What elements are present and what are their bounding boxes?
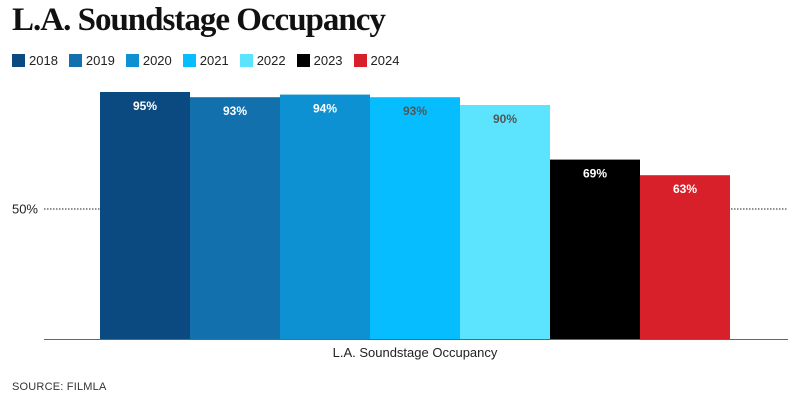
legend-label: 2019 [85,53,115,68]
legend-label: 2023 [313,53,343,68]
source-note: SOURCE: FILMLA [12,381,107,393]
bar-2019[interactable] [190,97,280,339]
legend-item-2019[interactable]: 2019 [68,53,115,68]
legend-swatch [125,54,139,67]
legend-label: 2024 [370,53,400,68]
bar-value-label-2022: 90% [493,112,517,126]
x-category-label: L.A. Soundstage Occupancy [333,345,498,360]
bar-2020[interactable] [280,94,370,339]
y-tick-label: 50% [12,202,38,217]
bar-2024[interactable] [640,175,730,339]
bar-2023[interactable] [550,159,640,339]
bar-value-label-2021: 93% [403,104,427,118]
legend-swatch [296,54,310,67]
legend-item-2020[interactable]: 2020 [125,53,172,68]
legend-item-2022[interactable]: 2022 [239,53,286,68]
bar-value-label-2023: 69% [583,167,607,181]
bar-2022[interactable] [460,105,550,339]
legend-label: 2021 [199,53,229,68]
legend-swatch [353,54,367,67]
legend-label: 2022 [256,53,286,68]
legend-swatch [12,54,25,67]
bar-value-label-2018: 95% [133,99,157,113]
legend-label: 2020 [142,53,172,68]
chart-title: L.A. Soundstage Occupancy [12,2,386,38]
legend-label: 2018 [29,53,58,68]
chart-legend: 2018 2019 2020 2021 2022 2023 2024 [12,53,410,68]
legend-swatch [68,54,82,67]
legend-item-2023[interactable]: 2023 [296,53,343,68]
legend-item-2024[interactable]: 2024 [353,53,400,68]
bar-2018[interactable] [100,92,190,339]
bar-value-label-2020: 94% [313,102,337,116]
legend-swatch [239,54,253,67]
bar-value-label-2019: 93% [223,104,247,118]
bar-value-label-2024: 63% [673,182,697,196]
legend-item-2021[interactable]: 2021 [182,53,229,68]
legend-item-2018[interactable]: 2018 [12,53,58,68]
bar-2021[interactable] [370,97,460,339]
legend-swatch [182,54,196,67]
